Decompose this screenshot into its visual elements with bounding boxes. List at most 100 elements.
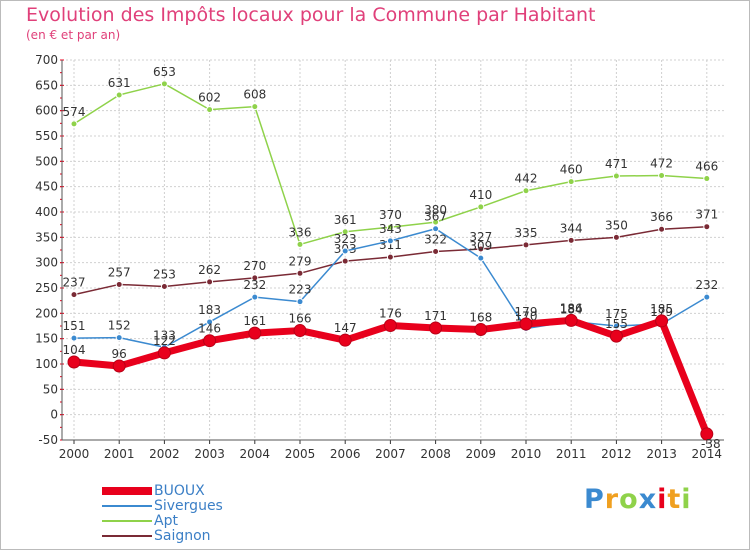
legend-swatch-sivergues [102, 505, 152, 507]
data-label-sivergues: 183 [198, 303, 221, 317]
data-point-buoux [293, 324, 307, 338]
y-tick-label: -50 [38, 433, 58, 447]
data-point-saignon [251, 274, 259, 282]
logo-letter: P [584, 484, 605, 515]
data-point-saignon [70, 291, 78, 299]
data-label-apt: 653 [153, 65, 176, 79]
data-label-sivergues: 232 [695, 278, 718, 292]
data-label-buoux: 171 [424, 309, 447, 323]
x-tick-label: 2010 [511, 447, 542, 461]
data-label-saignon: 327 [469, 230, 492, 244]
y-tick-label: 450 [35, 180, 58, 194]
data-point-sivergues [612, 322, 620, 330]
y-tick-label: 200 [35, 306, 58, 320]
y-tick-label: 550 [35, 129, 58, 143]
data-label-sivergues: 323 [334, 232, 357, 246]
logo-letter: t [667, 484, 682, 515]
data-label-buoux: 168 [469, 311, 492, 325]
data-point-buoux [203, 334, 217, 348]
data-point-sivergues [296, 298, 304, 306]
data-label-saignon: 335 [515, 226, 538, 240]
data-point-apt [477, 203, 485, 211]
x-tick-label: 2009 [466, 447, 497, 461]
data-label-apt: 602 [198, 91, 221, 105]
logo-letter: o [619, 484, 639, 515]
data-point-sivergues [70, 334, 78, 342]
data-point-buoux [609, 329, 623, 343]
data-point-buoux [700, 427, 714, 441]
data-label-sivergues: 179 [650, 305, 673, 319]
chart-subtitle: (en € et par an) [26, 28, 121, 42]
legend-swatch-saignon [102, 535, 152, 537]
data-point-buoux [248, 326, 262, 340]
data-label-buoux: 176 [379, 306, 402, 320]
y-tick-label: 600 [35, 104, 58, 118]
y-tick-label: 0 [50, 408, 58, 422]
data-label-apt: 460 [560, 163, 583, 177]
data-label-apt: 380 [424, 203, 447, 217]
data-label-buoux: 146 [198, 322, 221, 336]
data-label-buoux: -38 [701, 437, 721, 451]
data-point-apt [612, 172, 620, 180]
data-point-saignon [206, 278, 214, 286]
data-point-apt [432, 218, 440, 226]
data-label-apt: 631 [108, 76, 131, 90]
data-point-apt [341, 228, 349, 236]
y-tick-label: 50 [43, 382, 58, 396]
data-label-sivergues: 367 [424, 210, 447, 224]
data-point-apt [567, 178, 575, 186]
y-tick-label: 150 [35, 332, 58, 346]
data-point-apt [522, 187, 530, 195]
data-label-apt: 574 [63, 105, 86, 119]
data-point-buoux [112, 359, 126, 373]
proxiti-logo: Proxiti [584, 484, 692, 515]
y-tick-label: 650 [35, 78, 58, 92]
data-point-buoux [338, 333, 352, 347]
legend-swatch-apt [102, 520, 152, 522]
data-point-buoux [429, 321, 443, 335]
legend-label-saignon: Saignon [154, 528, 211, 544]
data-label-apt: 466 [695, 160, 718, 174]
x-tick-label: 2006 [330, 447, 361, 461]
data-label-buoux: 166 [289, 312, 312, 326]
y-tick-label: 500 [35, 154, 58, 168]
data-point-apt [115, 91, 123, 99]
data-point-apt [703, 175, 711, 183]
data-point-saignon [612, 233, 620, 241]
data-label-buoux: 104 [63, 343, 86, 357]
data-label-buoux: 122 [153, 334, 176, 348]
data-label-sivergues: 133 [153, 328, 176, 342]
data-point-sivergues [703, 293, 711, 301]
data-label-saignon: 350 [605, 218, 628, 232]
logo-letter: r [604, 484, 620, 515]
data-point-buoux [519, 317, 533, 331]
x-tick-label: 2003 [194, 447, 225, 461]
x-tick-label: 2002 [149, 447, 180, 461]
data-point-saignon [160, 282, 168, 290]
data-point-apt [386, 223, 394, 231]
y-tick-label: 100 [35, 357, 58, 371]
x-tick-label: 2007 [375, 447, 406, 461]
data-point-apt [296, 240, 304, 248]
data-point-buoux [655, 314, 669, 328]
data-label-sivergues: 343 [379, 222, 402, 236]
data-label-apt: 608 [243, 88, 266, 102]
y-tick-label: 300 [35, 256, 58, 270]
data-point-apt [658, 172, 666, 180]
x-tick-label: 2001 [104, 447, 135, 461]
y-tick-label: 250 [35, 281, 58, 295]
x-tick-label: 2000 [59, 447, 90, 461]
data-label-apt: 336 [289, 225, 312, 239]
data-label-apt: 471 [605, 157, 628, 171]
data-label-sivergues: 184 [560, 302, 583, 316]
x-tick-label: 2012 [601, 447, 632, 461]
data-point-buoux [383, 318, 397, 332]
y-tick-label: 700 [35, 53, 58, 67]
x-tick-label: 2014 [692, 447, 723, 461]
data-label-apt: 361 [334, 213, 357, 227]
data-label-saignon: 322 [424, 233, 447, 247]
legend-swatch-buoux [102, 487, 152, 495]
data-label-saignon: 366 [650, 210, 673, 224]
data-label-sivergues: 175 [605, 307, 628, 321]
